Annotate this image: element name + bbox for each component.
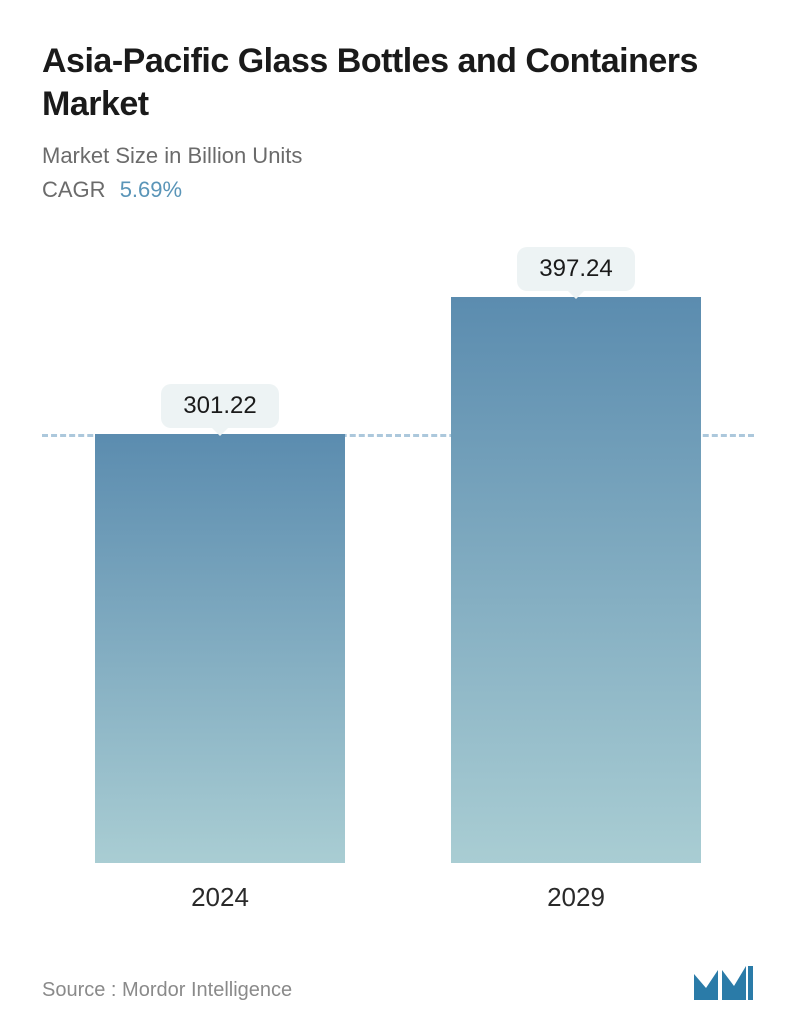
source-label: Source : [42,979,116,1001]
cagr-value: 5.69% [120,177,182,202]
x-axis: 2024 2029 [42,882,754,913]
bar-group: 397.24 [431,247,721,863]
bars-container: 301.22 397.24 [42,243,754,863]
x-axis-label: 2024 [75,882,365,913]
source-name: Mordor Intelligence [122,979,292,1001]
bar [95,434,345,863]
chart-subtitle: Market Size in Billion Units [42,143,754,169]
cagr-label: CAGR [42,177,106,202]
x-axis-label: 2029 [431,882,721,913]
chart-area: 301.22 397.24 2024 2029 [42,233,754,913]
bar-group: 301.22 [75,384,365,863]
source-text: Source : Mordor Intelligence [42,979,292,1002]
footer: Source : Mordor Intelligence [42,962,754,1002]
value-badge: 301.22 [161,384,278,428]
cagr-line: CAGR 5.69% [42,177,754,203]
chart-title: Asia-Pacific Glass Bottles and Container… [42,40,754,125]
value-badge: 397.24 [517,247,634,291]
bar [451,297,701,863]
mordor-logo-icon [692,962,754,1002]
